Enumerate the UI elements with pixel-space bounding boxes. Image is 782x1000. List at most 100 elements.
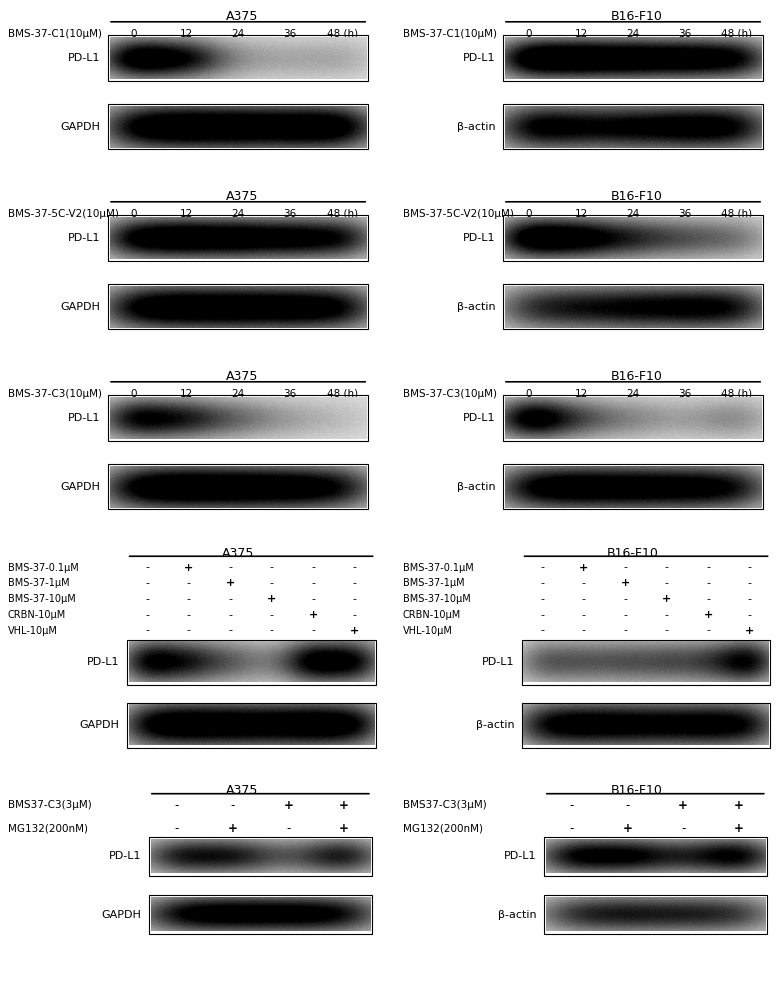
Text: B16-F10: B16-F10: [611, 10, 662, 23]
Text: -: -: [569, 799, 574, 812]
Text: -: -: [311, 578, 315, 588]
Text: -: -: [623, 594, 627, 604]
Text: PD-L1: PD-L1: [504, 851, 536, 861]
Text: -: -: [231, 799, 235, 812]
Text: -: -: [582, 626, 586, 636]
Text: 48 (h): 48 (h): [327, 209, 357, 219]
Bar: [503, 215, 763, 261]
Text: +: +: [283, 799, 293, 812]
Text: -: -: [582, 594, 586, 604]
Text: -: -: [311, 563, 315, 573]
Text: -: -: [145, 610, 149, 620]
Text: β-actin: β-actin: [457, 482, 496, 492]
Text: BMS37-C3(3μM): BMS37-C3(3μM): [8, 800, 91, 810]
Text: BMS-37-1μM: BMS-37-1μM: [403, 578, 465, 588]
Text: PD-L1: PD-L1: [463, 413, 496, 423]
Bar: [503, 35, 763, 81]
Text: BMS-37-C3(10μM): BMS-37-C3(10μM): [8, 389, 102, 399]
Text: -: -: [582, 610, 586, 620]
Text: BMS-37-5C-V2(10μM): BMS-37-5C-V2(10μM): [8, 209, 119, 219]
Bar: [149, 837, 372, 876]
Text: -: -: [569, 822, 574, 835]
Text: BMS-37-10μM: BMS-37-10μM: [8, 594, 76, 604]
Text: +: +: [704, 610, 713, 620]
Text: -: -: [187, 594, 191, 604]
Text: -: -: [706, 626, 710, 636]
Text: -: -: [623, 563, 627, 573]
Text: -: -: [748, 563, 752, 573]
Text: VHL-10μM: VHL-10μM: [8, 626, 58, 636]
Text: -: -: [748, 594, 752, 604]
Bar: [522, 640, 770, 685]
Text: PD-L1: PD-L1: [68, 233, 101, 243]
Text: GAPDH: GAPDH: [102, 910, 142, 920]
Bar: [522, 703, 770, 748]
Text: +: +: [228, 822, 238, 835]
Text: -: -: [582, 578, 586, 588]
Text: -: -: [540, 626, 544, 636]
Text: +: +: [662, 594, 672, 604]
Text: A375: A375: [226, 370, 258, 383]
Text: B16-F10: B16-F10: [611, 370, 662, 383]
Text: -: -: [353, 594, 357, 604]
Text: 0: 0: [526, 29, 533, 39]
Text: PD-L1: PD-L1: [109, 851, 142, 861]
Text: 0: 0: [131, 29, 138, 39]
Text: +: +: [309, 610, 318, 620]
Text: 24: 24: [231, 29, 245, 39]
Text: 12: 12: [575, 29, 587, 39]
Text: +: +: [621, 578, 630, 588]
Text: PD-L1: PD-L1: [68, 413, 101, 423]
Text: PD-L1: PD-L1: [68, 53, 101, 63]
Text: B16-F10: B16-F10: [611, 784, 662, 797]
Text: β-actin: β-actin: [475, 720, 515, 730]
Bar: [503, 464, 763, 509]
Text: 12: 12: [575, 389, 587, 399]
Text: -: -: [706, 563, 710, 573]
Text: -: -: [187, 578, 191, 588]
Text: -: -: [353, 610, 357, 620]
Text: PD-L1: PD-L1: [482, 657, 515, 667]
Text: -: -: [540, 594, 544, 604]
Text: 36: 36: [284, 29, 296, 39]
Bar: [127, 703, 375, 748]
Text: -: -: [681, 822, 685, 835]
Text: B16-F10: B16-F10: [611, 190, 662, 203]
Text: 24: 24: [231, 389, 245, 399]
Text: +: +: [339, 822, 349, 835]
Text: 24: 24: [626, 29, 640, 39]
Text: 0: 0: [131, 209, 138, 219]
Text: +: +: [267, 594, 277, 604]
Bar: [544, 895, 766, 934]
Text: 12: 12: [575, 209, 587, 219]
Text: 36: 36: [284, 389, 296, 399]
Bar: [108, 35, 368, 81]
Text: +: +: [226, 578, 235, 588]
Text: 36: 36: [679, 209, 691, 219]
Text: GAPDH: GAPDH: [61, 482, 101, 492]
Text: -: -: [228, 610, 232, 620]
Text: -: -: [145, 578, 149, 588]
Text: 12: 12: [180, 209, 192, 219]
Text: -: -: [353, 563, 357, 573]
Text: -: -: [228, 563, 232, 573]
Text: -: -: [270, 578, 274, 588]
Text: -: -: [665, 563, 669, 573]
Text: -: -: [311, 594, 315, 604]
Text: -: -: [748, 610, 752, 620]
Text: -: -: [270, 610, 274, 620]
Text: GAPDH: GAPDH: [80, 720, 119, 730]
Text: 36: 36: [284, 209, 296, 219]
Text: β-actin: β-actin: [457, 122, 496, 132]
Bar: [108, 395, 368, 441]
Text: A375: A375: [222, 547, 254, 560]
Text: -: -: [145, 563, 149, 573]
Bar: [108, 215, 368, 261]
Text: 48 (h): 48 (h): [722, 209, 752, 219]
Text: A375: A375: [226, 190, 258, 203]
Bar: [503, 395, 763, 441]
Text: 48 (h): 48 (h): [722, 29, 752, 39]
Text: -: -: [748, 578, 752, 588]
Text: +: +: [622, 822, 633, 835]
Text: -: -: [174, 822, 179, 835]
